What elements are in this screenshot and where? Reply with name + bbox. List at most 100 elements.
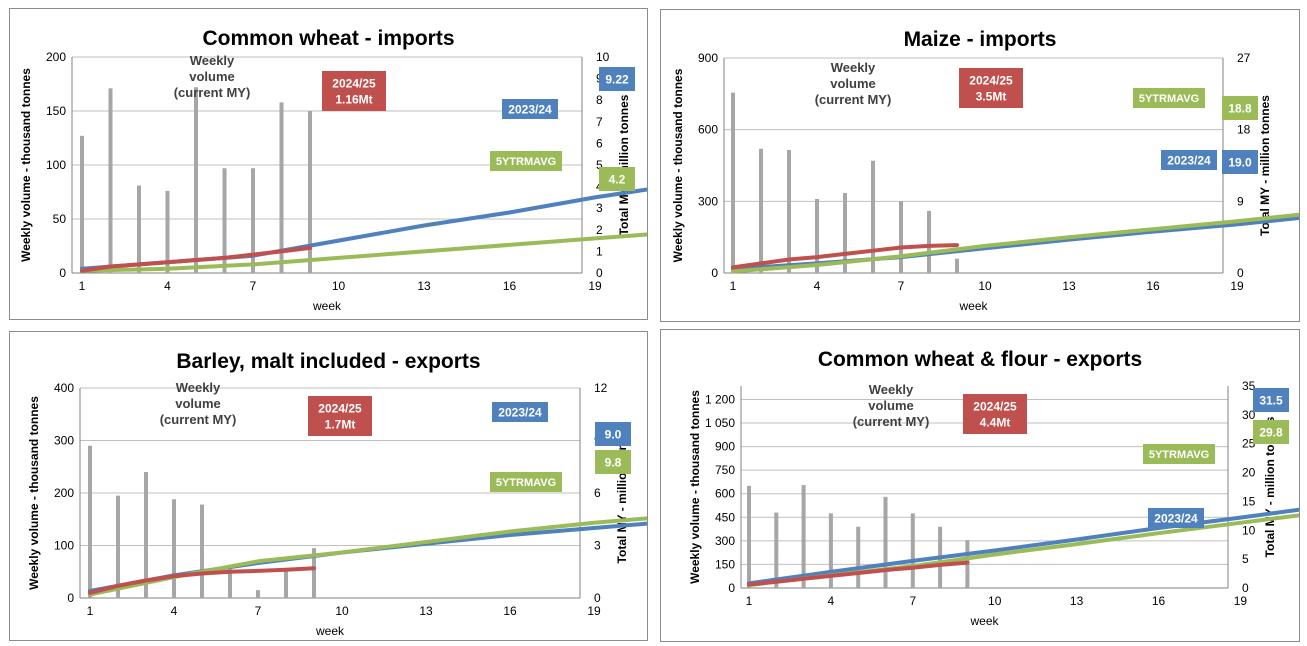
avg-value-callout-box: [595, 450, 631, 474]
avg-callout-box: [1143, 444, 1215, 464]
weekly-bar: [228, 566, 232, 598]
avg-callout: 5YTRMAVG: [490, 151, 562, 171]
left-tick-label: 1 200: [705, 392, 735, 406]
weekly-bar: [955, 258, 959, 273]
x-axis-label: week: [969, 614, 999, 628]
left-tick-label: 150: [46, 104, 66, 118]
avg-callout-text: 5YTRMAVG: [496, 156, 556, 168]
y-axis-label-left: Weekly volume - thousand tonnes: [688, 390, 702, 584]
right-tick-label: 0: [594, 591, 601, 605]
weekly-bar: [774, 512, 779, 588]
x-tick-label: 1: [87, 604, 94, 618]
prev-year-callout-text: 2023/24: [498, 405, 542, 419]
right-tick-label: 7: [596, 115, 603, 129]
avg-callout: 5YTRMAVG: [1143, 444, 1215, 464]
prev-year-value-callout: 9.0: [595, 422, 631, 446]
weekly-volume-label: (current MY): [853, 414, 930, 429]
current-year-callout-text: 1.16Mt: [335, 92, 372, 106]
chart-maize-imports: Maize - imports 0 300 600 900 0 9 18 27 1 4 7 10 13 16…: [671, 28, 1299, 313]
right-tick-label: 18: [1237, 123, 1251, 137]
weekly-volume-label: Weekly: [831, 60, 876, 75]
x-tick-label: 16: [1146, 279, 1160, 293]
weekly-bar: [137, 185, 141, 273]
current-year-callout: 2024/25 3.5Mt: [959, 68, 1023, 108]
weekly-bar: [194, 87, 198, 274]
weekly-bar: [222, 168, 227, 273]
weekly-bar: [108, 88, 113, 273]
prev-year-value-callout: 31.5: [1253, 388, 1289, 412]
prev-year-callout-text: 2023/24: [1154, 511, 1198, 525]
prev-year-value-callout-box: [595, 422, 631, 446]
avg-callout-text: 5YTRMAVG: [1139, 93, 1199, 105]
left-tick-label: 300: [715, 534, 735, 548]
left-tick-label: 300: [54, 434, 74, 448]
left-tick-label: 100: [46, 158, 66, 172]
series-line-2024-25: [731, 243, 959, 270]
prev-year-value-callout-box: [599, 67, 635, 91]
left-tick-label: 900: [715, 440, 735, 454]
y-axis-label-right: Total MY - million tonnes: [1258, 95, 1272, 236]
right-tick-label: 27: [1237, 51, 1251, 65]
left-tick-label: 0: [67, 591, 74, 605]
series-line-2024-25: [88, 566, 316, 595]
series-line-2023-24: [731, 215, 1299, 271]
avg-callout-text: 5YTRMAVG: [1149, 449, 1209, 461]
right-tick-label: 10: [596, 50, 610, 64]
left-tick-label: 600: [698, 123, 718, 137]
weekly-bar: [801, 485, 806, 588]
weekly-bar: [284, 569, 288, 598]
x-tick-label: 16: [1152, 594, 1166, 608]
right-tick-label: 3: [594, 539, 601, 553]
chart-panel-maize-imports: Maize - imports 0 300 600 900 0 9 18 27 1 4 7 10 13 16…: [660, 9, 1300, 322]
avg-value-callout: 4.2: [599, 167, 635, 191]
chart-title: Common wheat - imports: [202, 27, 454, 50]
current-year-callout-box: [308, 396, 372, 436]
chart-title: Barley, malt included - exports: [176, 350, 480, 373]
weekly-bar: [828, 513, 833, 588]
left-tick-label: 100: [54, 539, 74, 553]
left-tick-label: 0: [728, 581, 735, 595]
weekly-bar: [88, 445, 92, 598]
series-line-5ytrmavg: [88, 516, 647, 597]
right-tick-label: 3: [596, 201, 603, 215]
weekly-volume-label: volume: [868, 398, 914, 413]
weekly-volume-label: (current MY): [160, 412, 237, 427]
current-year-callout-text: 4.4Mt: [980, 415, 1011, 429]
series-line-2023-24: [80, 187, 647, 271]
current-year-callout-box: [322, 71, 386, 111]
series-line-5ytrmavg: [80, 232, 647, 273]
x-axis-label: week: [958, 299, 988, 313]
prev-year-value-callout-box: [1253, 388, 1289, 412]
weekly-bar: [843, 192, 847, 273]
prev-year-value-callout: 19.0: [1222, 150, 1258, 174]
current-year-callout-text: 2024/25: [969, 73, 1013, 87]
prev-year-value-callout-text: 31.5: [1259, 393, 1283, 407]
left-tick-label: 50: [53, 212, 67, 226]
current-year-callout-text: 2024/25: [318, 401, 362, 415]
avg-value-callout: 18.8: [1222, 96, 1258, 120]
prev-year-callout: 2023/24: [1161, 150, 1217, 170]
avg-callout: 5YTRMAVG: [1133, 88, 1205, 108]
x-tick-label: 19: [588, 279, 602, 293]
weekly-bar: [787, 149, 791, 273]
right-tick-label: 10: [1242, 523, 1256, 537]
left-tick-label: 0: [59, 266, 66, 280]
weekly-volume-label: volume: [189, 69, 235, 84]
series-line-5ytrmavg: [747, 513, 1299, 588]
right-tick-label: 8: [596, 93, 603, 107]
weekly-volume-label: volume: [175, 396, 221, 411]
weekly-volume-label: Weekly: [190, 53, 235, 68]
right-tick-label: 0: [1237, 266, 1244, 280]
y-axis-label-left: Weekly volume - thousand tonnes: [671, 68, 685, 262]
x-tick-label: 10: [332, 279, 346, 293]
left-tick-label: 450: [715, 510, 735, 524]
series-line-2023-24: [747, 507, 1299, 586]
current-year-callout-text: 2024/25: [973, 399, 1017, 413]
weekly-bar: [144, 472, 148, 598]
y-axis-label-right: Total MY - million tonnes: [617, 94, 631, 235]
current-year-callout-text: 3.5Mt: [976, 89, 1007, 103]
x-tick-label: 4: [164, 279, 171, 293]
avg-value-callout-box: [1222, 96, 1258, 120]
chart-panel-common-wheat-imports: Common wheat - imports050100150200012345…: [9, 8, 648, 320]
current-year-callout: 2024/25 4.4Mt: [963, 394, 1027, 434]
